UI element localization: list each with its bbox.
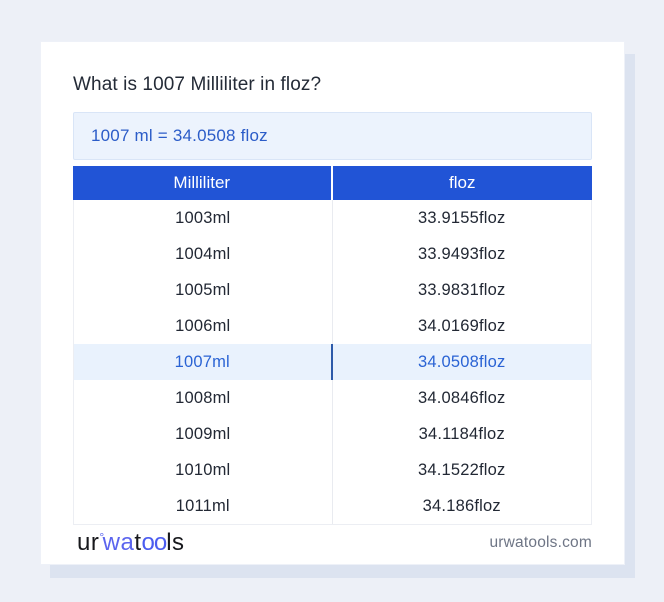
cell-ml[interactable]: 1010ml bbox=[74, 452, 333, 488]
cell-floz[interactable]: 33.9831floz bbox=[417, 280, 506, 299]
table-row[interactable]: 1008ml 34.0846floz bbox=[74, 380, 591, 416]
cell-floz[interactable]: 34.1522floz bbox=[417, 460, 506, 479]
logo-part-ur: ur bbox=[77, 528, 100, 556]
table-body: 1003ml 33.9155floz 1004ml 33.9493floz 10… bbox=[73, 200, 592, 525]
logo-part-oo-glasses-icon: oo bbox=[141, 528, 168, 556]
cell-ml[interactable]: 1006ml bbox=[74, 308, 333, 344]
table-header-row: Milliliter floz bbox=[73, 166, 592, 200]
table-header-milliliter: Milliliter bbox=[73, 166, 333, 200]
logo-part-wa: wa bbox=[102, 528, 135, 556]
table-row-highlighted[interactable]: 1007ml 34.0508floz bbox=[74, 344, 591, 380]
cell-floz[interactable]: 33.9155floz bbox=[417, 208, 506, 227]
conversion-answer-text: 1007 ml = 34.0508 floz bbox=[91, 126, 268, 145]
cell-floz[interactable]: 34.1184floz bbox=[418, 424, 505, 443]
cell-floz[interactable]: 33.9493floz bbox=[417, 244, 506, 263]
cell-floz[interactable]: 34.0169floz bbox=[417, 316, 506, 335]
table-row[interactable]: 1005ml 33.9831floz bbox=[74, 272, 591, 308]
conversion-answer-box: 1007 ml = 34.0508 floz bbox=[73, 112, 592, 160]
table-row[interactable]: 1011ml 34.186floz bbox=[74, 488, 591, 524]
cell-floz[interactable]: 34.186floz bbox=[422, 496, 501, 515]
cell-ml[interactable]: 1003ml bbox=[74, 200, 333, 236]
logo-ring-icon: ° bbox=[99, 529, 105, 544]
cell-ml[interactable]: 1011ml bbox=[74, 488, 333, 524]
table-row[interactable]: 1006ml 34.0169floz bbox=[74, 308, 591, 344]
page-title: What is 1007 Milliliter in floz? bbox=[73, 74, 322, 95]
card-content: What is 1007 Milliliter in floz? 1007 ml… bbox=[41, 42, 624, 525]
converter-card: What is 1007 Milliliter in floz? 1007 ml… bbox=[40, 41, 625, 565]
table-header-floz: floz bbox=[449, 173, 476, 192]
site-domain-text: urwatools.com bbox=[489, 533, 592, 551]
card-footer: ur ° wa t oo ls urwatools.com bbox=[41, 525, 624, 564]
table-row[interactable]: 1004ml 33.9493floz bbox=[74, 236, 591, 272]
cell-ml[interactable]: 1004ml bbox=[74, 236, 333, 272]
cell-ml[interactable]: 1005ml bbox=[74, 272, 333, 308]
conversion-table: Milliliter floz 1003ml 33.9155floz 1004m… bbox=[73, 166, 592, 525]
urwatools-logo[interactable]: ur ° wa t oo ls bbox=[77, 529, 185, 557]
logo-part-t: t bbox=[134, 528, 142, 556]
cell-ml[interactable]: 1008ml bbox=[74, 380, 333, 416]
table-row[interactable]: 1003ml 33.9155floz bbox=[74, 200, 591, 236]
logo-part-ls: ls bbox=[166, 528, 185, 556]
cell-floz[interactable]: 34.0846floz bbox=[417, 388, 506, 407]
cell-floz[interactable]: 34.0508floz bbox=[417, 352, 506, 371]
table-row[interactable]: 1009ml 34.1184floz bbox=[74, 416, 591, 452]
cell-ml[interactable]: 1007ml bbox=[74, 344, 333, 380]
cell-ml[interactable]: 1009ml bbox=[74, 416, 333, 452]
table-row[interactable]: 1010ml 34.1522floz bbox=[74, 452, 591, 488]
